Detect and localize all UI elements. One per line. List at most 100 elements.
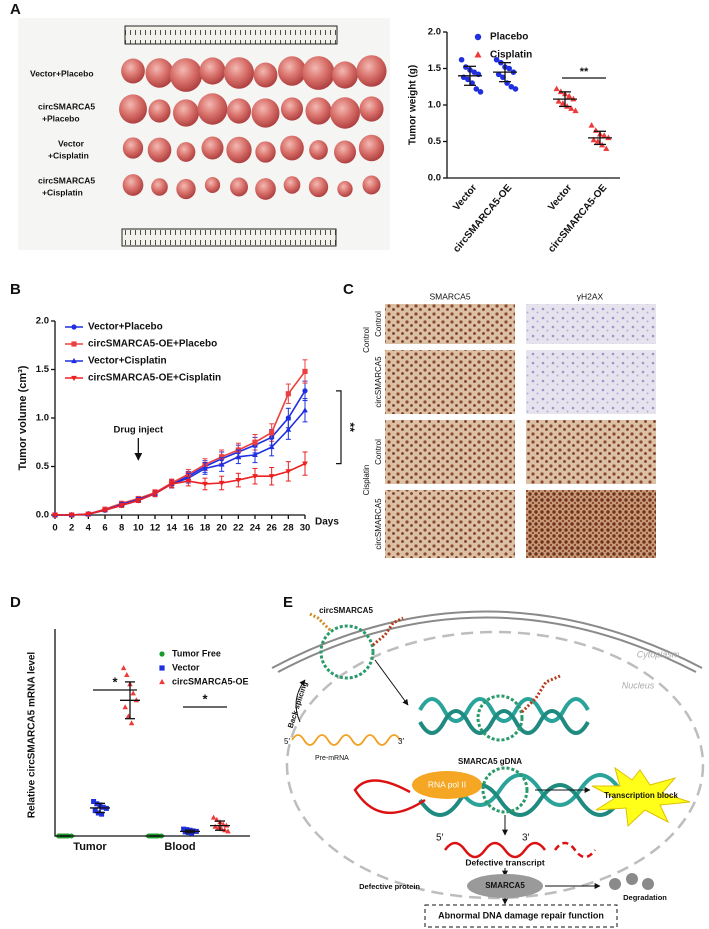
point: [99, 811, 105, 817]
circrna-bound: [481, 766, 529, 814]
fragment: [642, 878, 654, 890]
legend-label: Tumor Free: [172, 648, 221, 658]
circrna: [319, 624, 375, 680]
series-line: [55, 462, 306, 516]
legend-label: Cisplatin: [490, 50, 532, 61]
point: [474, 33, 482, 41]
point: [159, 651, 165, 657]
annotation: **: [343, 423, 357, 433]
point: [463, 64, 469, 70]
circrna-stem: [309, 612, 332, 632]
x-tick-label: 26: [266, 523, 277, 534]
point: [495, 71, 502, 78]
point: [506, 65, 512, 72]
point: [68, 512, 75, 519]
point: [500, 74, 506, 81]
row-label: circSMARCA5: [38, 175, 95, 185]
tumor: [330, 97, 360, 129]
x-tick-label: 12: [150, 523, 161, 534]
tumor: [337, 180, 353, 198]
x-tick-label: Blood: [164, 841, 195, 853]
label: Defective protein: [359, 882, 420, 891]
tumor: [119, 94, 147, 124]
pre-mrna: [291, 734, 401, 746]
point: [102, 508, 108, 514]
row-label: +Cisplatin: [42, 187, 83, 197]
ihc-image: [526, 490, 656, 558]
x-tick-label: 6: [102, 523, 107, 534]
point: [588, 122, 595, 128]
row-label: circSMARCA5: [374, 356, 383, 408]
point: [302, 368, 308, 375]
column-label: γH2AX: [577, 291, 604, 301]
series-line: [55, 390, 306, 516]
label: Nucleus: [622, 680, 655, 690]
tumor: [226, 98, 252, 124]
x-tick-label: 22: [233, 523, 244, 534]
point: [124, 672, 130, 677]
ihc-image: [385, 304, 515, 344]
point: [159, 678, 165, 685]
legend-label: circSMARCA5-OE+Placebo: [88, 339, 217, 350]
panel-label: D: [10, 594, 21, 611]
point: [218, 461, 225, 467]
y-axis-label: Tumor volume (cm³): [17, 365, 29, 470]
tumor: [358, 134, 385, 162]
point: [566, 92, 573, 99]
point: [168, 481, 175, 488]
cell-membrane: [271, 610, 703, 669]
fragment: [609, 878, 621, 890]
tumor: [199, 57, 226, 85]
tumor: [147, 137, 172, 163]
x-tick-label: 18: [200, 523, 211, 534]
point: [302, 407, 308, 413]
tumor: [356, 55, 387, 87]
point: [210, 814, 217, 820]
x-tick-label: 24: [250, 523, 261, 534]
tumor: [201, 136, 224, 160]
point: [71, 375, 77, 382]
point: [473, 86, 480, 92]
label: Back splicing: [286, 680, 310, 729]
panel-label: B: [10, 281, 21, 298]
point: [91, 799, 97, 804]
ihc-image: [385, 420, 515, 484]
tumor: [230, 177, 248, 197]
y-tick-label: 0.0: [36, 510, 49, 521]
x-tick-label: 30: [300, 523, 311, 534]
ihc-image: [385, 350, 515, 414]
ihc-image: [526, 350, 656, 414]
point: [71, 357, 77, 364]
tumor: [176, 142, 196, 162]
photo-background: [18, 18, 390, 250]
y-tick-label: 1.0: [36, 413, 49, 424]
tumor: [255, 141, 276, 163]
label: Pre-mRNA: [315, 755, 349, 762]
point: [568, 105, 575, 111]
fragment: [626, 873, 638, 885]
tumor: [226, 136, 252, 164]
point: [92, 808, 98, 814]
legend-label: circSMARCA5-OE+Cisplatin: [88, 373, 221, 384]
point: [268, 474, 275, 480]
y-tick-label: 1.5: [36, 364, 50, 375]
row-label: Vector+Placebo: [30, 68, 94, 78]
point: [218, 480, 225, 487]
point: [469, 80, 475, 86]
label: RNA pol II: [428, 779, 466, 789]
point: [553, 85, 560, 92]
y-tick-label: 2.0: [428, 27, 441, 38]
point: [235, 453, 242, 459]
tumor: [332, 61, 358, 89]
point: [603, 145, 610, 152]
annotation: **: [580, 66, 589, 78]
tumor: [173, 99, 199, 127]
circrna-stem: [520, 674, 561, 714]
x-tick-label: 0: [52, 523, 57, 534]
ihc-panel: SMARCA5 γH2AX Control circSMARCA5 Contro…: [362, 291, 656, 558]
row-label: circSMARCA5: [374, 498, 383, 550]
label: SMARCA5: [485, 881, 525, 890]
point: [71, 341, 77, 347]
tumor: [305, 97, 332, 125]
